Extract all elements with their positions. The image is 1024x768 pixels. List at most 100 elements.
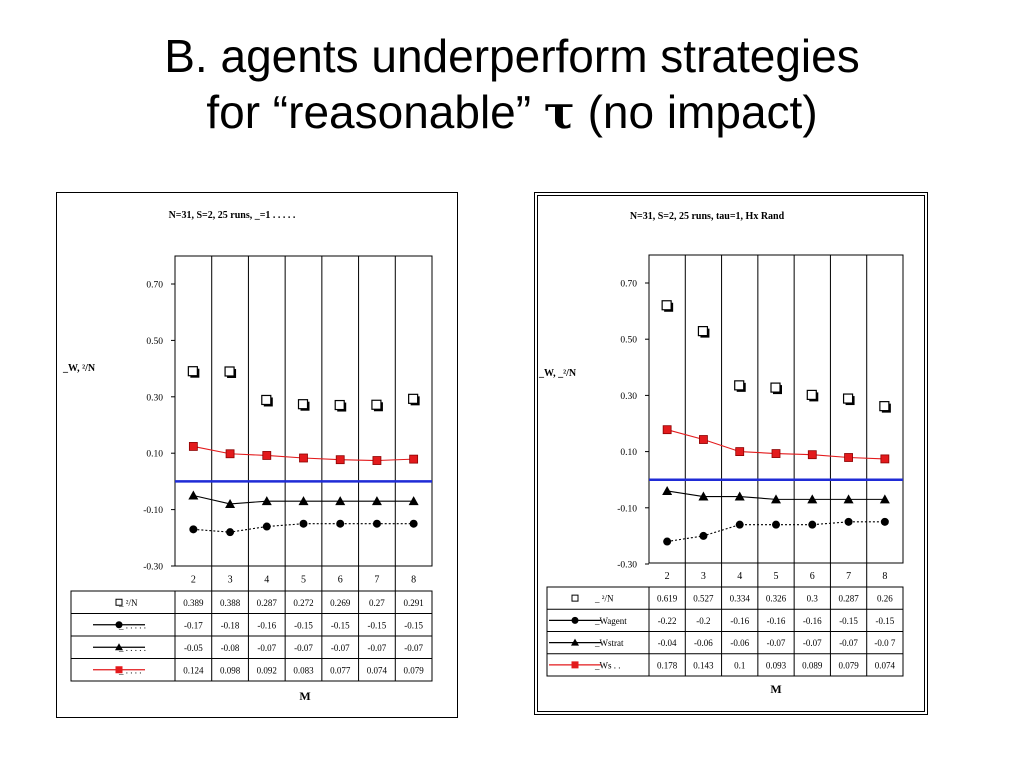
data-table-cell: -0.07: [368, 643, 387, 653]
data-point-circle: [409, 519, 418, 528]
y-axis-label: _W, ²/N: [62, 363, 96, 374]
data-point-open-square: [408, 393, 419, 404]
series-open-square: [187, 366, 420, 412]
data-point-red-square: [188, 442, 198, 451]
data-point-triangle: [408, 496, 419, 506]
data-point-red-square: [880, 454, 890, 464]
slide-title: B. agents underperform strategies for “r…: [0, 28, 1024, 140]
chart-title: N=31, S=2, 25 runs, tau=1, Hx Rand: [630, 211, 785, 222]
data-table-cell: -0.07: [257, 643, 276, 653]
y-tick-label: 0.10: [146, 450, 163, 460]
data-point-red-square: [735, 447, 745, 457]
data-table-cell: 0.27: [369, 598, 385, 608]
legend-entry: _Wstrat: [549, 638, 624, 648]
data-table-cell: 0.143: [693, 660, 714, 670]
data-table-cell: -0.16: [803, 616, 822, 626]
tau-symbol: τ: [543, 85, 575, 139]
data-table-cell: 0.093: [766, 660, 787, 670]
x-tick-label: 4: [737, 571, 742, 582]
data-table-cell: -0.07: [767, 638, 786, 648]
data-table-cell: -0.06: [694, 638, 713, 648]
legend-entry: _Ws . .: [549, 660, 621, 670]
data-point-circle: [262, 522, 271, 531]
data-point-open-square: [842, 393, 854, 404]
series-line-circle: [667, 521, 885, 543]
series-line-triangle: [667, 490, 885, 500]
data-table-cell: -0.15: [368, 620, 387, 630]
legend-entry: _ . . . . .: [93, 620, 146, 630]
data-table-cell: 0.269: [330, 598, 351, 608]
data-table-cell: -0.0 7: [874, 638, 895, 648]
series-triangle: [188, 490, 419, 508]
legend-label: _ . . . .: [118, 665, 142, 675]
y-tick-label: -0.10: [143, 506, 163, 516]
legend-key-marker: [115, 621, 123, 629]
data-table-cell: 0.178: [657, 660, 678, 670]
slide-title-line-1: B. agents underperform strategies: [164, 30, 860, 82]
data-point-open-square-shadow: [809, 392, 819, 402]
data-point-circle: [808, 520, 817, 529]
data-table-cell: 0.092: [257, 665, 277, 675]
x-axis-label: M: [770, 682, 781, 696]
chart-title: N=31, S=2, 25 runs, _=1 . . . . .: [169, 210, 296, 221]
x-tick-label: 7: [846, 571, 851, 582]
legend-entry: _ ²/N: [571, 594, 614, 604]
data-table-cell: 0.388: [220, 598, 241, 608]
data-point-open-square-shadow: [845, 396, 855, 406]
data-point-open-square-shadow: [773, 385, 782, 395]
legend-entry: _Wagent: [549, 616, 627, 626]
y-tick-label: 0.30: [146, 393, 163, 403]
data-point-circle: [699, 531, 708, 540]
legend-entry: _ ²/N: [115, 598, 138, 608]
data-point-red-square: [299, 453, 308, 463]
legend-entry: _ . . . .: [93, 665, 145, 675]
y-axis-label: _W, _²/N: [538, 368, 577, 379]
series-line-red-square: [666, 429, 885, 460]
data-point-circle: [844, 517, 853, 526]
data-table-cell: 0.3: [807, 594, 819, 604]
data-point-open-square: [334, 399, 345, 411]
data-table-cell: 0.124: [183, 665, 204, 675]
data-table-cell: -0.17: [184, 620, 203, 630]
y-tick-label: -0.30: [143, 563, 163, 573]
data-table-cell: -0.15: [331, 620, 350, 630]
x-tick-label: 4: [264, 575, 269, 586]
data-point-circle: [735, 520, 744, 529]
series-circle: [663, 517, 889, 546]
x-tick-label: 8: [411, 575, 416, 586]
data-table-cell: -0.04: [658, 638, 677, 648]
x-tick-label: 2: [191, 575, 196, 586]
slide-title-line-2-pre: for “reasonable”: [206, 86, 544, 138]
data-table-cell: 0.527: [693, 594, 714, 604]
data-point-open-square: [806, 389, 817, 400]
y-tick-label: 0.30: [620, 392, 637, 402]
data-point-circle: [226, 528, 235, 537]
data-table-cell: -0.15: [875, 616, 894, 626]
y-tick-label: 0.70: [146, 281, 163, 291]
data-point-open-square-shadow: [881, 403, 891, 413]
data-table-cell: 0.079: [838, 660, 859, 670]
legend-label: _Ws . .: [594, 660, 621, 670]
data-table-cell: 0.077: [330, 665, 351, 675]
data-table-cell: -0.08: [221, 643, 240, 653]
y-tick-label: 0.50: [620, 336, 637, 346]
y-tick-label: -0.10: [617, 504, 637, 514]
data-point-circle: [189, 525, 198, 534]
data-point-open-square: [770, 382, 781, 393]
x-tick-label: 6: [338, 575, 343, 586]
x-axis-label: M: [299, 689, 310, 703]
series-red-square: [662, 425, 890, 464]
data-table-cell: -0.16: [257, 620, 276, 630]
x-tick-label: 6: [810, 571, 815, 582]
data-table-cell: -0.07: [331, 643, 350, 653]
data-table-cell: 0.083: [293, 665, 314, 675]
data-table-cell: 0.291: [404, 598, 424, 608]
data-point-circle: [336, 519, 345, 528]
data-point-red-square: [844, 453, 853, 462]
data-table-cell: 0.272: [293, 598, 313, 608]
data-table-cell: -0.18: [221, 620, 240, 630]
data-table-cell: -0.07: [839, 638, 858, 648]
data-table-cell: -0.06: [730, 638, 749, 648]
data-point-triangle: [734, 491, 745, 501]
data-point-open-square: [261, 394, 272, 406]
